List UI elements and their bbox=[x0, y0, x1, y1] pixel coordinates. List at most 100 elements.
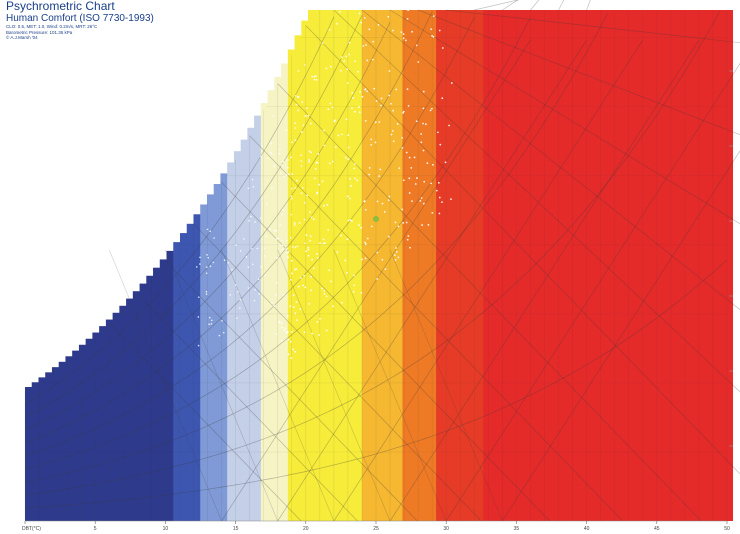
data-point bbox=[363, 17, 366, 19]
data-point bbox=[311, 75, 314, 78]
comfort-line bbox=[333, 249, 447, 522]
data-point bbox=[353, 110, 356, 113]
fill-column bbox=[550, 10, 558, 521]
fill-column bbox=[233, 151, 242, 521]
chart-title: Psychrometric Chart bbox=[6, 0, 115, 13]
data-point bbox=[306, 194, 309, 197]
data-point bbox=[305, 234, 308, 236]
data-point bbox=[279, 148, 281, 151]
data-point bbox=[431, 211, 434, 214]
data-point bbox=[332, 305, 335, 308]
data-point bbox=[397, 256, 400, 259]
data-point bbox=[260, 155, 262, 158]
data-point bbox=[290, 187, 293, 190]
fill-column bbox=[442, 10, 450, 521]
data-point bbox=[406, 17, 409, 20]
data-point bbox=[323, 292, 326, 295]
data-point bbox=[298, 221, 301, 224]
data-point bbox=[392, 109, 395, 112]
fill-column bbox=[678, 10, 686, 521]
data-point bbox=[371, 58, 374, 61]
data-point bbox=[274, 294, 277, 296]
data-point bbox=[254, 221, 256, 223]
fill-column bbox=[591, 10, 599, 521]
data-point bbox=[368, 166, 371, 169]
data-point bbox=[329, 65, 332, 68]
data-point bbox=[316, 191, 319, 194]
data-point bbox=[347, 146, 350, 149]
data-point bbox=[247, 187, 250, 190]
data-point bbox=[376, 251, 379, 254]
data-point bbox=[339, 69, 342, 72]
data-point bbox=[402, 179, 405, 182]
comfort-line bbox=[277, 39, 587, 522]
data-point bbox=[279, 244, 282, 247]
fill-column bbox=[422, 10, 430, 521]
fill-column bbox=[213, 184, 221, 521]
data-point bbox=[208, 323, 210, 326]
data-point bbox=[427, 224, 430, 226]
data-point bbox=[301, 187, 304, 189]
data-point bbox=[231, 268, 233, 271]
wet-bulb-line bbox=[586, 0, 591, 11]
data-point bbox=[358, 106, 360, 109]
rh-curve bbox=[24, 10, 721, 496]
data-point bbox=[309, 122, 312, 125]
data-point bbox=[392, 140, 395, 143]
fill-column bbox=[281, 63, 289, 522]
rh-curve bbox=[24, 16, 335, 405]
data-point bbox=[257, 278, 260, 281]
data-point bbox=[300, 131, 303, 133]
data-point bbox=[199, 263, 201, 265]
data-point bbox=[379, 168, 382, 171]
fill-column bbox=[570, 10, 579, 521]
data-point bbox=[374, 121, 377, 124]
fill-column bbox=[206, 194, 215, 521]
data-point bbox=[296, 245, 299, 247]
fill-column bbox=[220, 173, 228, 522]
data-point bbox=[390, 133, 393, 136]
data-point bbox=[294, 94, 297, 97]
data-point bbox=[329, 102, 332, 105]
data-point bbox=[364, 119, 367, 122]
data-point bbox=[250, 215, 252, 218]
data-point bbox=[341, 301, 343, 304]
data-point bbox=[251, 248, 253, 250]
data-point bbox=[402, 111, 404, 114]
fill-column bbox=[274, 77, 282, 521]
data-point bbox=[265, 235, 267, 237]
data-point bbox=[296, 319, 299, 322]
data-point bbox=[358, 111, 361, 114]
fill-column bbox=[180, 233, 188, 521]
data-point bbox=[304, 64, 306, 66]
x-axis: DBT(°C) 5 10 15 20 25 30 35 40 45 50 bbox=[22, 70, 733, 532]
fill-column bbox=[58, 361, 66, 521]
data-point bbox=[430, 28, 433, 31]
fill-column bbox=[604, 10, 612, 521]
data-point bbox=[350, 107, 353, 110]
data-point bbox=[305, 107, 308, 109]
data-point bbox=[430, 182, 433, 185]
fill-column bbox=[375, 10, 383, 521]
data-point bbox=[393, 254, 396, 257]
data-point bbox=[279, 223, 281, 226]
fill-column bbox=[658, 10, 666, 521]
data-point bbox=[319, 242, 322, 245]
data-point bbox=[313, 177, 316, 180]
data-point bbox=[281, 244, 284, 247]
data-point bbox=[376, 278, 379, 280]
chart-header: Psychrometric Chart Human Comfort (ISO 7… bbox=[6, 0, 306, 41]
data-point bbox=[197, 296, 200, 298]
data-point bbox=[259, 266, 262, 268]
data-point bbox=[362, 45, 365, 47]
data-point bbox=[275, 281, 278, 284]
data-point bbox=[213, 237, 215, 239]
x-tick-label: 30 bbox=[443, 526, 449, 532]
wet-bulb-line bbox=[305, 25, 740, 475]
data-point bbox=[325, 67, 328, 70]
data-point bbox=[322, 129, 325, 132]
data-point bbox=[419, 199, 422, 202]
fill-column bbox=[99, 326, 107, 521]
data-point bbox=[271, 187, 273, 190]
fill-column bbox=[463, 10, 471, 521]
